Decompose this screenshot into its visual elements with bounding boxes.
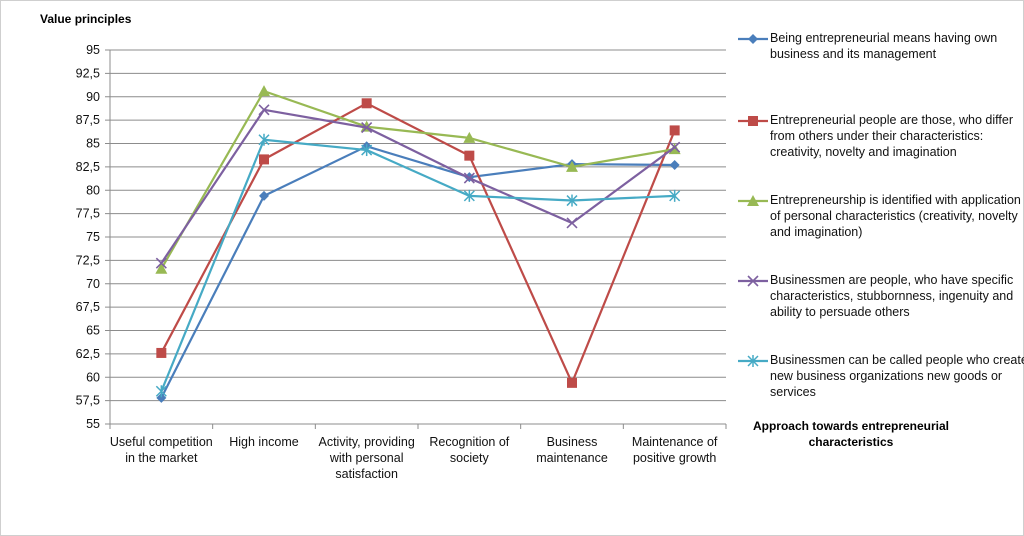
- data-point: [463, 131, 476, 143]
- legend-symbol: [738, 355, 768, 367]
- data-point: [155, 262, 168, 274]
- y-tick-label: 70: [86, 277, 100, 291]
- data-point: [258, 104, 270, 116]
- data-point: [258, 133, 270, 146]
- data-point: [258, 85, 270, 97]
- x-tick-label: Useful competition in the market: [109, 435, 213, 465]
- y-tick-label: 55: [86, 417, 100, 431]
- data-point: [669, 141, 681, 153]
- legend-label: Entrepreneurial people are those, who di…: [770, 113, 1013, 159]
- y-tick-label: 65: [86, 324, 100, 338]
- legend-marker: [747, 275, 759, 287]
- series-line-4: [160, 108, 676, 264]
- x-tick-label: Business maintenance: [536, 435, 608, 465]
- x-tick-label: Activity, providing with personal satisf…: [318, 435, 415, 481]
- legend-item: Businessmen are people, who have specifi…: [736, 272, 1024, 320]
- legend-item: Entrepreneurship is identified with appl…: [736, 192, 1024, 240]
- series-line-2: [160, 102, 676, 384]
- y-tick-label: 80: [86, 183, 100, 197]
- legend-label: Entrepreneurship is identified with appl…: [770, 193, 1021, 239]
- legend-label: Businessmen are people, who have specifi…: [770, 273, 1014, 319]
- legend-item: Being entrepreneurial means having own b…: [736, 30, 1024, 62]
- data-point: [567, 377, 577, 388]
- data-point: [361, 144, 373, 157]
- y-tick-label: 77,5: [76, 207, 100, 221]
- data-point: [669, 125, 680, 136]
- data-point: [566, 160, 578, 172]
- y-tick-label: 75: [86, 230, 100, 244]
- x-tick-label: Maintenance of positive growth: [631, 435, 718, 465]
- y-tick-label: 90: [86, 90, 100, 104]
- chart-title: Value principles: [40, 12, 132, 26]
- y-tick-label: 67,5: [76, 300, 100, 314]
- legend-marker: [747, 355, 759, 367]
- legend-symbol: [738, 275, 768, 287]
- legend-symbol: [738, 116, 768, 126]
- legend-title: Approach towards entrepreneurial charact…: [752, 419, 950, 449]
- data-point: [566, 217, 578, 229]
- legend-label: Being entrepreneurial means having own b…: [770, 31, 998, 61]
- data-point: [259, 190, 269, 201]
- y-tick-label: 72,5: [76, 253, 100, 267]
- data-point: [155, 385, 167, 398]
- data-point: [566, 194, 578, 207]
- legend-item: Businessmen can be called people who cre…: [736, 352, 1024, 400]
- x-tick-label: High income: [229, 435, 299, 449]
- series-line-5: [160, 138, 675, 392]
- series-line-1: [160, 145, 675, 399]
- data-point: [361, 122, 373, 134]
- legend-symbol: [738, 195, 768, 206]
- data-point: [259, 154, 269, 165]
- y-tick-label: 87,5: [76, 113, 100, 127]
- y-tick-label: 62,5: [76, 347, 100, 361]
- legend-label: Businessmen can be called people who cre…: [770, 353, 1024, 399]
- data-point: [361, 98, 372, 109]
- y-tick-label: 92,5: [76, 66, 100, 80]
- series-line-3: [160, 90, 675, 270]
- y-tick-label: 82,5: [76, 160, 100, 174]
- data-point: [464, 150, 475, 161]
- data-point: [463, 189, 475, 202]
- y-tick-label: 57,5: [76, 394, 100, 408]
- data-point: [669, 189, 681, 202]
- legend-item: Entrepreneurial people are those, who di…: [736, 112, 1024, 160]
- x-tick-label: Recognition of society: [429, 435, 510, 465]
- data-point: [156, 392, 167, 403]
- legend-marker: [747, 195, 759, 206]
- legend-marker: [748, 116, 758, 126]
- y-tick-label: 95: [86, 43, 100, 57]
- data-point: [155, 257, 167, 269]
- y-tick-label: 85: [86, 137, 100, 151]
- data-point: [463, 172, 475, 184]
- y-tick-label: 60: [86, 370, 100, 384]
- legend-symbol: [738, 34, 768, 44]
- legend-marker: [748, 34, 758, 44]
- data-point: [669, 160, 680, 171]
- data-point: [156, 347, 167, 358]
